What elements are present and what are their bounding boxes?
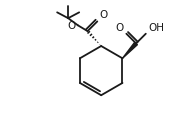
Text: OH: OH xyxy=(149,23,165,33)
Text: O: O xyxy=(67,21,75,31)
Text: O: O xyxy=(100,10,108,20)
Text: O: O xyxy=(115,23,123,33)
Polygon shape xyxy=(122,42,137,58)
